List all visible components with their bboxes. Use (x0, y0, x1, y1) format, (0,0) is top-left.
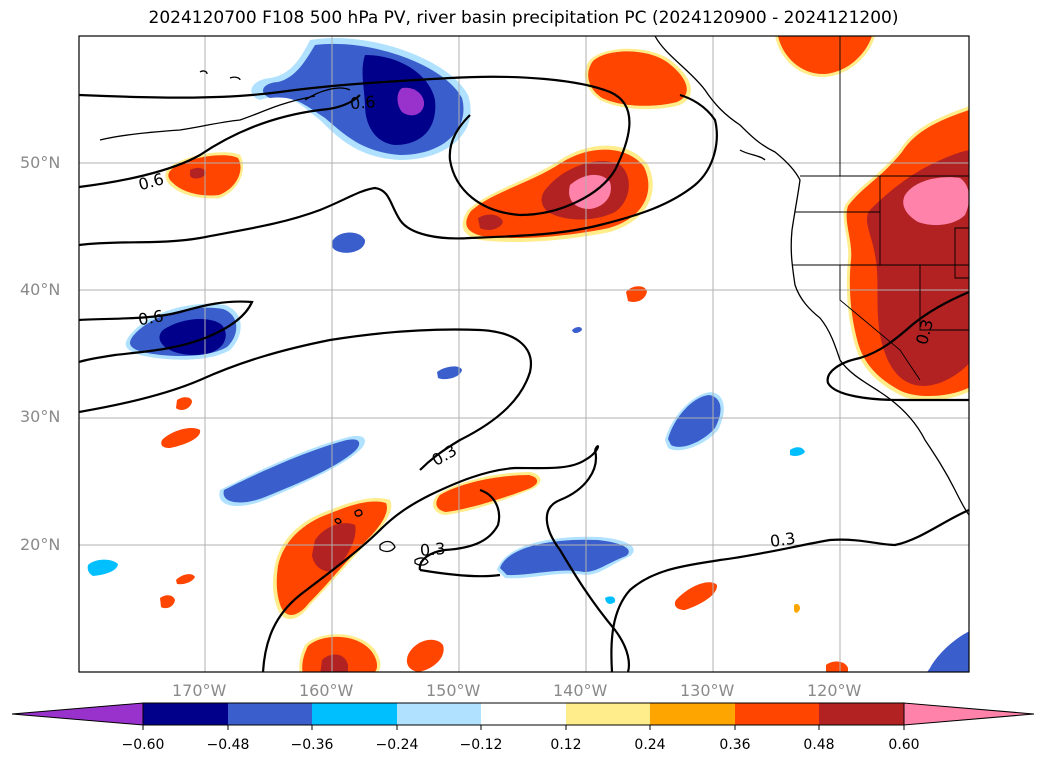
colorbar-seg-8 (735, 703, 819, 725)
colorbar-seg-9 (819, 703, 904, 725)
contour-label-5: 0.3 (419, 539, 446, 560)
negative-precip-anomalies (87, 38, 969, 672)
map-title: 2024120700 F108 500 hPa PV, river basin … (148, 8, 899, 28)
colorbar-seg-6 (566, 703, 650, 725)
colorbar-seg-3 (312, 703, 397, 725)
lon-label-150w: 150°W (426, 681, 481, 700)
contour-label-1: 0.6 (349, 92, 376, 113)
lon-label-120w: 120°W (807, 681, 862, 700)
lon-label-170w: 170°W (172, 681, 227, 700)
colorbar-tick-3: −0.36 (290, 737, 334, 753)
political-borders (792, 36, 969, 381)
lat-label-30n: 30°N (20, 407, 61, 426)
contour-label-3: 0.6 (137, 306, 165, 329)
colorbar-seg-1 (143, 703, 228, 725)
lat-label-40n: 40°N (20, 280, 61, 299)
lat-label-20n: 20°N (20, 535, 61, 554)
colorbar-seg-5 (481, 703, 566, 725)
lon-label-130w: 130°W (680, 681, 735, 700)
pv-contours (79, 75, 969, 672)
colorbar-extend-high (903, 702, 1035, 726)
colorbar-extend-low (11, 702, 144, 726)
coastlines (99, 36, 969, 566)
colorbar-tick-7: 0.24 (634, 737, 666, 753)
colorbar-tick-5: −0.12 (459, 737, 503, 753)
lon-label-160w: 160°W (299, 681, 354, 700)
map-frame (78, 35, 970, 673)
colorbar-seg-2 (228, 703, 312, 725)
contour-label-6: 0.3 (769, 529, 797, 551)
colorbar-tick-8: 0.36 (719, 737, 751, 753)
lat-label-50n: 50°N (20, 153, 61, 172)
colorbar (11, 702, 1035, 730)
colorbar-tick-2: −0.48 (206, 737, 250, 753)
lon-label-140w: 140°W (553, 681, 608, 700)
colorbar-tick-6: 0.12 (550, 737, 582, 753)
colorbar-seg-4 (397, 703, 481, 725)
colorbar-seg-7 (650, 703, 735, 725)
colorbar-tick-1: −0.60 (121, 737, 165, 753)
colorbar-tick-10: 0.60 (888, 737, 920, 753)
colorbar-tick-9: 0.48 (803, 737, 835, 753)
map-plot-area: 0.6 0.6 0.6 0.3 0.3 0.3 0.3 (79, 36, 969, 672)
graticule (79, 36, 969, 672)
colorbar-tick-4: −0.24 (375, 737, 419, 753)
